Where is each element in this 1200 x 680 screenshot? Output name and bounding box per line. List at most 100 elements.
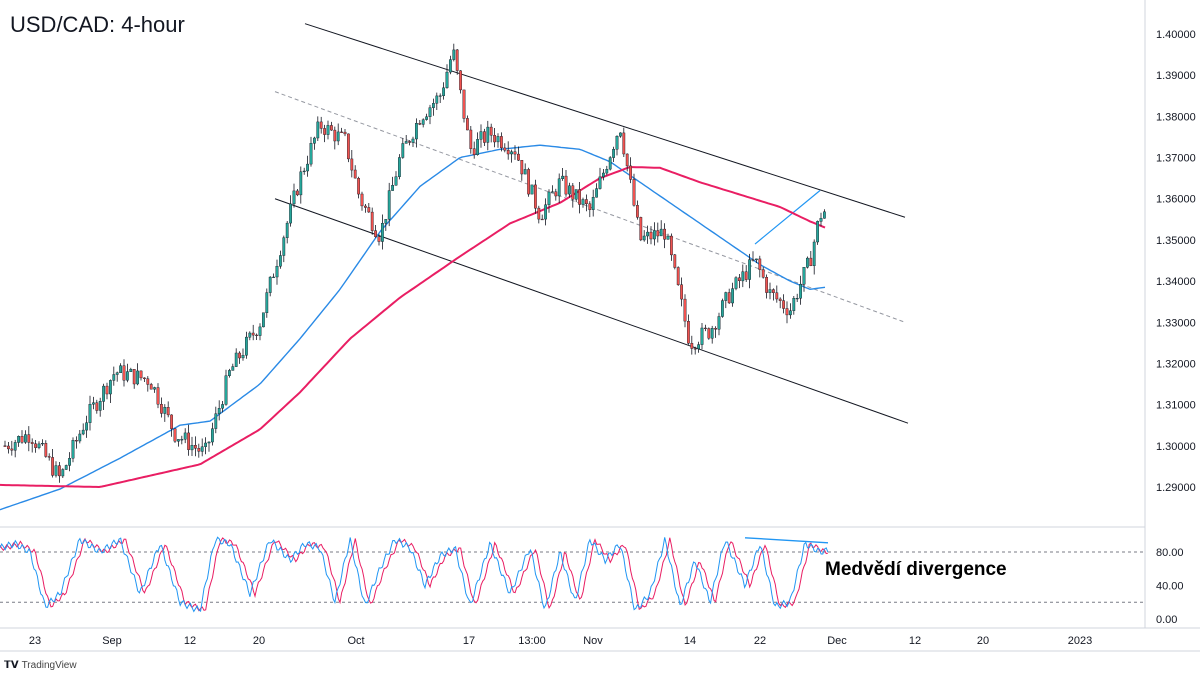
- candle-body: [13, 442, 17, 451]
- candle-body: [248, 332, 252, 338]
- candle-body: [74, 440, 78, 442]
- divergence-price-line: [754, 190, 821, 245]
- time-tick-label: 20: [977, 635, 989, 647]
- candle-body: [112, 374, 116, 381]
- candle-body: [513, 151, 517, 155]
- candle-body: [714, 328, 718, 330]
- candle-body: [193, 445, 197, 449]
- candle-body: [58, 465, 61, 477]
- candle-body: [136, 370, 139, 385]
- candle-body: [707, 328, 711, 339]
- candle-body: [350, 158, 354, 171]
- candle-body: [231, 366, 235, 371]
- tradingview-logo: 𝗧𝗩 TradingView: [4, 660, 77, 671]
- candle-body: [802, 267, 806, 285]
- candle-body: [744, 271, 748, 280]
- candle-body: [588, 203, 592, 210]
- candle-body: [262, 312, 265, 328]
- candle-body: [61, 469, 65, 477]
- candle-body: [132, 369, 136, 385]
- candle-body: [302, 170, 306, 173]
- candle-body: [173, 428, 177, 442]
- price-tick-label: 1.34000: [1156, 276, 1196, 288]
- candle-body: [809, 257, 813, 267]
- candle-body: [221, 404, 224, 409]
- candle-body: [282, 237, 286, 256]
- candle-body: [183, 432, 187, 440]
- candle-body: [71, 440, 75, 459]
- candle-body: [180, 439, 184, 441]
- candle-body: [462, 89, 466, 119]
- candle-body: [792, 298, 796, 311]
- candle-body: [493, 134, 496, 143]
- candle-body: [10, 448, 14, 451]
- candle-body: [625, 153, 629, 167]
- candle-body: [85, 422, 89, 431]
- divergence-annotation: Medvědí divergence: [825, 559, 1007, 580]
- candle-body: [646, 231, 650, 237]
- candle-body: [442, 87, 445, 97]
- price-tick-label: 1.30000: [1156, 441, 1196, 453]
- candle-body: [595, 188, 599, 198]
- candle-body: [360, 193, 364, 207]
- candle-body: [149, 384, 153, 390]
- candle-body: [642, 235, 646, 241]
- candle-body: [268, 276, 272, 293]
- candle-body: [170, 414, 173, 429]
- candle-body: [122, 365, 126, 381]
- candle-body: [95, 402, 99, 411]
- candle-body: [602, 172, 605, 178]
- candle-body: [330, 125, 333, 131]
- candle-body: [775, 292, 779, 300]
- candle-body: [347, 133, 350, 160]
- candle-body: [717, 316, 721, 330]
- price-tick-label: 1.38000: [1156, 111, 1196, 123]
- candle-body: [404, 141, 408, 144]
- candle-body: [795, 298, 799, 300]
- candle-body: [659, 228, 663, 237]
- candle-body: [47, 456, 51, 458]
- candle-body: [673, 254, 677, 268]
- candle-body: [251, 332, 255, 336]
- candle-body: [734, 277, 738, 289]
- time-tick-label: Dec: [827, 635, 847, 647]
- candle-body: [227, 370, 231, 376]
- candle-body: [272, 276, 275, 279]
- chart-title: USD/CAD: 4-hour: [10, 12, 185, 37]
- candle-body: [479, 131, 483, 140]
- candle-body: [438, 95, 442, 97]
- candle-body: [391, 184, 394, 191]
- candle-body: [166, 407, 170, 416]
- time-tick-label: 20: [253, 635, 265, 647]
- time-tick-label: 23: [29, 635, 41, 647]
- candle-body: [585, 199, 588, 205]
- candle-body: [738, 277, 741, 282]
- candle-body: [472, 148, 476, 155]
- candle-body: [581, 199, 585, 205]
- tv-icon: 𝗧𝗩: [4, 660, 19, 671]
- channel-upper-line: [304, 23, 906, 218]
- candle-body: [748, 259, 752, 280]
- candle-body: [432, 103, 435, 108]
- candle-body: [238, 352, 241, 359]
- candle-body: [551, 191, 554, 193]
- candle-body: [727, 292, 731, 304]
- candle-body: [156, 387, 160, 405]
- candle-body: [370, 211, 374, 231]
- candle-body: [469, 129, 473, 149]
- candle-body: [51, 457, 55, 476]
- candle-body: [510, 151, 513, 155]
- candle-body: [608, 157, 612, 170]
- candle-body: [680, 284, 684, 300]
- candle-body: [105, 385, 109, 395]
- candle-body: [489, 126, 493, 136]
- candle-body: [197, 448, 201, 452]
- price-tick-label: 1.36000: [1156, 194, 1196, 206]
- candle-body: [190, 445, 194, 451]
- candle-body: [687, 321, 690, 344]
- candle-body: [731, 288, 735, 304]
- candle-body: [91, 402, 95, 405]
- candle-body: [534, 184, 537, 209]
- candle-body: [806, 257, 809, 268]
